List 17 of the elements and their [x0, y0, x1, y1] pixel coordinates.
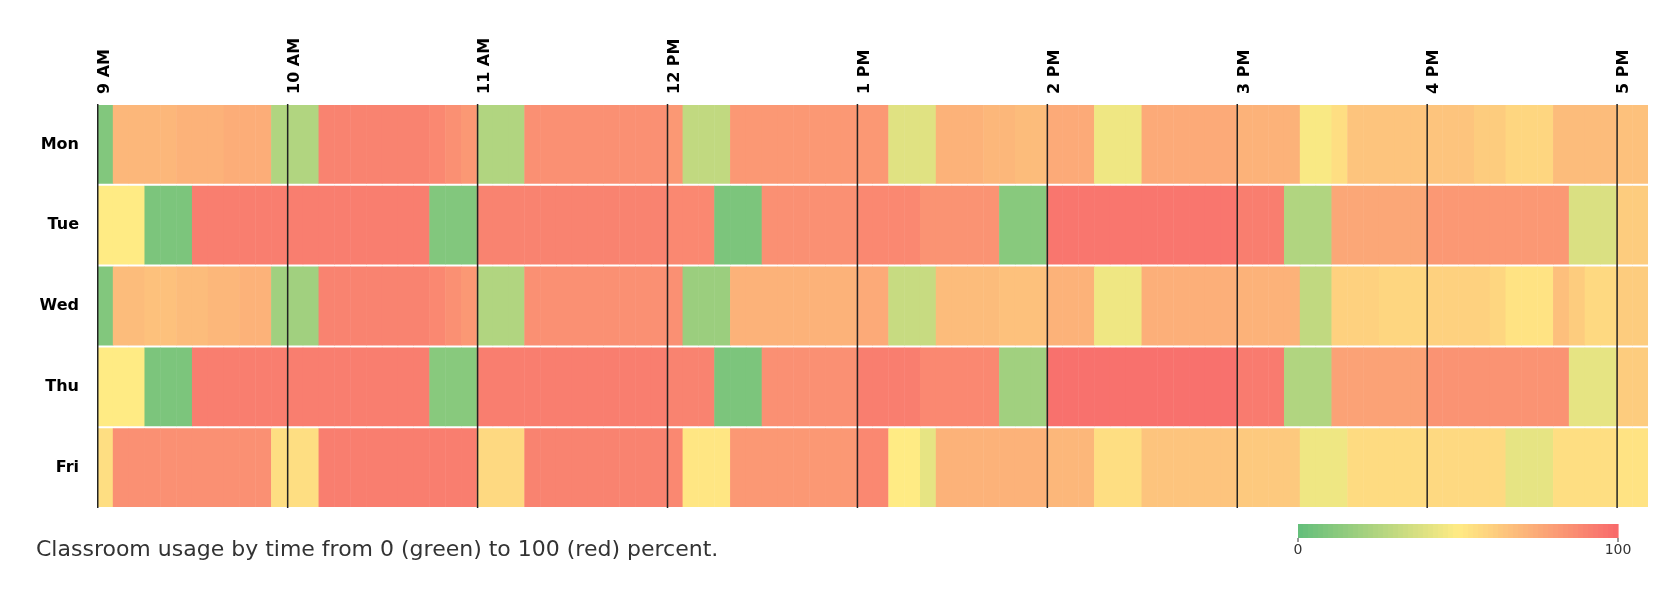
y-tick-label: Wed — [39, 295, 79, 315]
x-tick-label: 5 PM — [1613, 49, 1633, 94]
x-tick-label: 12 PM — [663, 38, 683, 94]
x-tick-label: 10 AM — [283, 37, 303, 94]
y-tick-label: Thu — [45, 375, 79, 395]
y-tick-label: Fri — [55, 456, 79, 476]
x-tick-label: 9 AM — [94, 48, 114, 94]
x-tick-label: 4 PM — [1423, 49, 1443, 94]
y-tick-label: Mon — [40, 133, 79, 153]
color-bar-label: 100 — [1604, 540, 1632, 557]
x-tick-label: 2 PM — [1043, 49, 1063, 94]
y-tick-label: Tue — [47, 214, 80, 234]
x-tick-label: 3 PM — [1233, 49, 1253, 94]
x-tick-label: 11 AM — [473, 37, 493, 94]
x-tick-label: 1 PM — [853, 49, 873, 94]
text: Classroom usage by time from 0 (green) to 100 (red) percent. — [36, 536, 719, 561]
color-bar-label: 0 — [1293, 540, 1303, 557]
